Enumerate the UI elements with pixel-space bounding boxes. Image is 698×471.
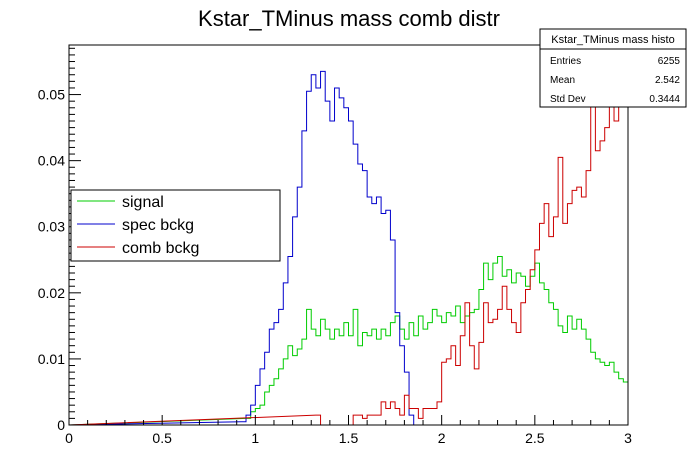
x-tick-label: 2.5: [525, 430, 545, 446]
x-tick-label: 0: [65, 430, 73, 446]
y-tick-label: 0.05: [38, 87, 65, 103]
x-tick-label: 0.5: [152, 430, 172, 446]
legend-label: comb bckg: [122, 240, 199, 257]
stats-box-frame: [539, 28, 687, 108]
series-signal-histogram: [68, 255, 628, 426]
stats-box-title: Kstar_TMinus mass histo: [551, 34, 674, 46]
x-tick-label: 1.5: [339, 430, 359, 446]
series-spec-bckg-histogram: [68, 70, 628, 426]
series-comb-bckg-histogram: [68, 47, 628, 426]
stats-row-value: 2.542: [655, 75, 680, 86]
y-tick-label: 0.03: [38, 219, 65, 235]
legend-box: [70, 189, 281, 262]
y-tick-label: 0.04: [38, 153, 65, 169]
stats-row-value: 6255: [658, 56, 681, 67]
stats-row-label: Std Dev: [550, 94, 586, 105]
histogram-series-layer: [68, 47, 628, 426]
x-tick-label: 2: [438, 430, 446, 446]
legend: signal spec bckg comb bckg: [70, 189, 281, 262]
x-tick-label: 1: [251, 430, 259, 446]
stats-row-value: 0.3444: [649, 94, 680, 105]
y-tick-label: 0: [57, 417, 65, 433]
chart-title: Kstar_TMinus mass comb distr: [198, 6, 500, 31]
legend-label: spec bckg: [122, 217, 194, 234]
y-tick-label: 0.01: [38, 351, 65, 367]
x-tick-label: 3: [624, 430, 632, 446]
axis-layer: 0 0.5 1 1.5 2 2.5 3 0 0.01 0.02 0.03 0.04 0.05: [38, 47, 632, 446]
stats-row-label: Mean: [550, 75, 575, 86]
stats-row-label: Entries: [550, 56, 581, 67]
y-tick-label: 0.02: [38, 285, 65, 301]
legend-label: signal: [122, 194, 164, 211]
stats-box: Kstar_TMinus mass histo Entries 6255 Mean 2.…: [539, 28, 687, 108]
